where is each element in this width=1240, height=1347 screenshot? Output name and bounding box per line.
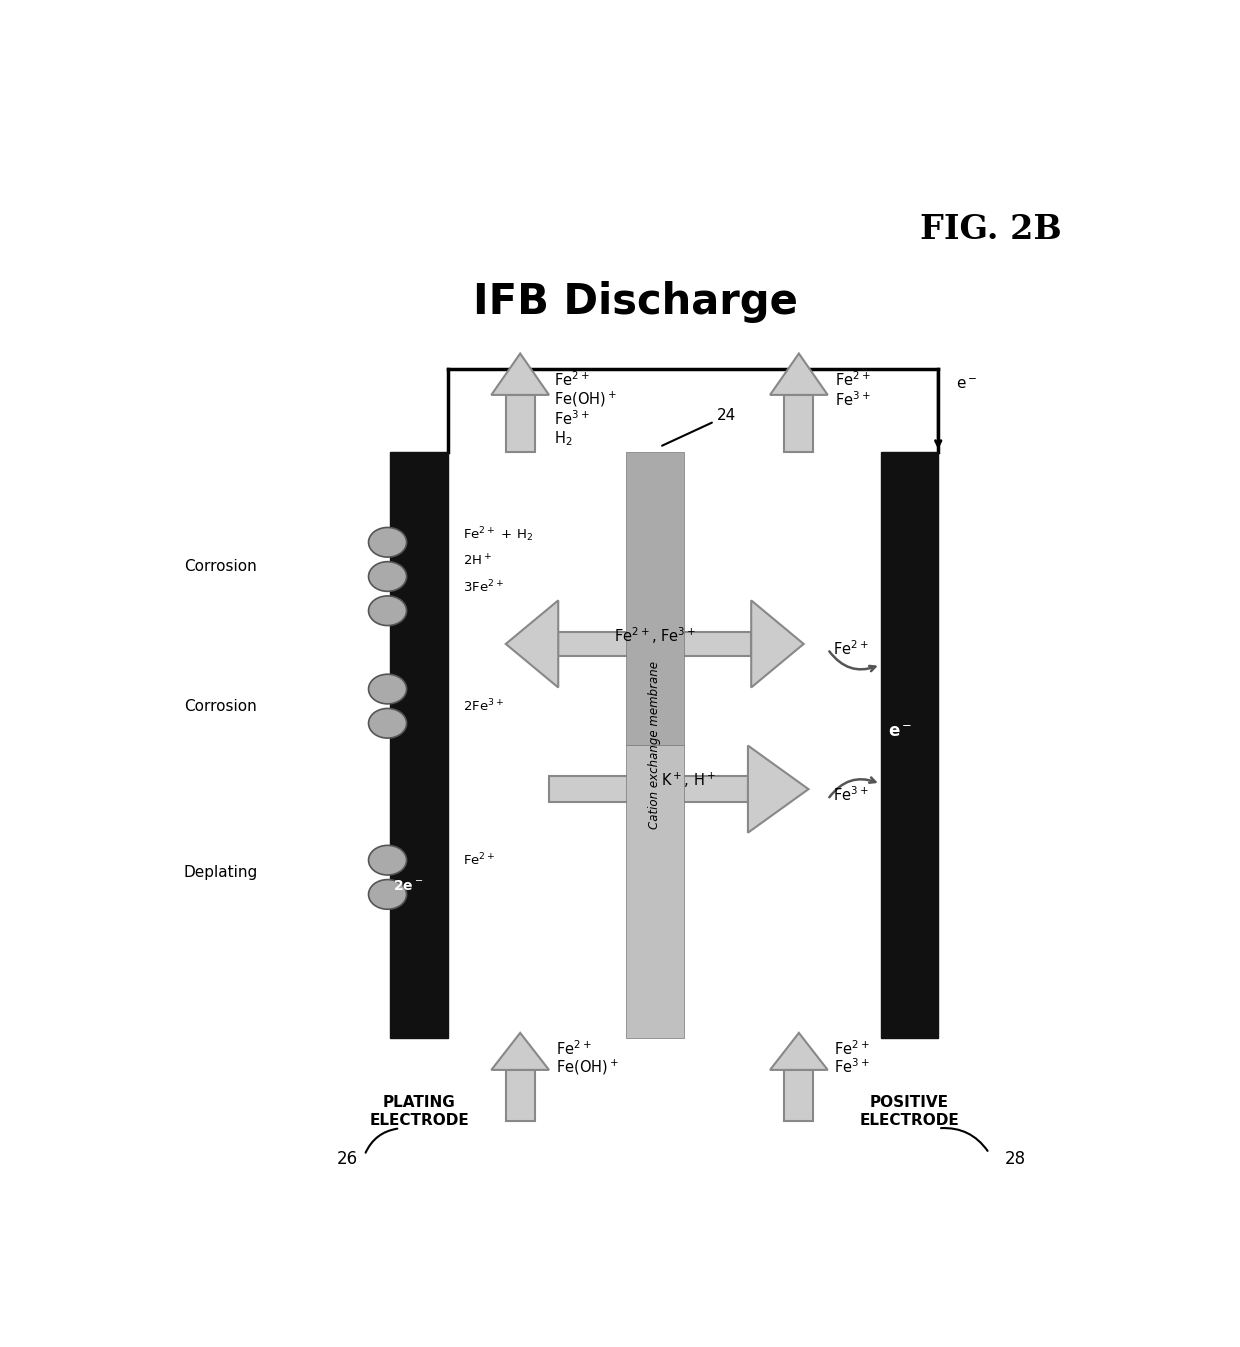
Text: Fe$^{2+}$: Fe$^{2+}$ — [832, 640, 868, 659]
Text: PLATING
ELECTRODE: PLATING ELECTRODE — [370, 1095, 469, 1127]
Text: FIG. 2B: FIG. 2B — [920, 213, 1061, 245]
Polygon shape — [770, 1033, 828, 1070]
Polygon shape — [491, 353, 549, 395]
Text: 2Fe$^{3+}$: 2Fe$^{3+}$ — [463, 698, 503, 714]
Bar — [785, 395, 813, 453]
Text: IFB Discharge: IFB Discharge — [474, 280, 797, 323]
Ellipse shape — [368, 675, 407, 704]
Bar — [506, 395, 534, 453]
Polygon shape — [506, 601, 558, 687]
Text: Fe(OH)$^+$: Fe(OH)$^+$ — [554, 389, 616, 408]
Text: Fe$^{2+}$: Fe$^{2+}$ — [554, 370, 589, 389]
Text: Fe$^{3+}$: Fe$^{3+}$ — [554, 409, 589, 428]
Ellipse shape — [368, 595, 407, 625]
Text: H$_2$: H$_2$ — [554, 430, 573, 449]
Text: 3Fe$^{2+}$: 3Fe$^{2+}$ — [463, 579, 503, 595]
Polygon shape — [770, 353, 828, 395]
Text: Fe$^{3+}$: Fe$^{3+}$ — [836, 389, 870, 408]
Bar — [626, 453, 683, 745]
Text: Corrosion: Corrosion — [184, 559, 257, 574]
Text: Fe$^{2+}$, Fe$^{3+}$: Fe$^{2+}$, Fe$^{3+}$ — [614, 625, 696, 647]
Bar — [558, 632, 751, 656]
Text: POSITIVE
ELECTRODE: POSITIVE ELECTRODE — [859, 1095, 960, 1127]
Text: Fe$^{2+}$: Fe$^{2+}$ — [556, 1039, 591, 1057]
Bar — [785, 1070, 813, 1121]
Ellipse shape — [368, 562, 407, 591]
Text: 28: 28 — [1004, 1150, 1025, 1168]
Ellipse shape — [368, 880, 407, 909]
Bar — [549, 776, 748, 803]
Bar — [880, 453, 939, 1039]
Text: Fe$^{2+}$ + H$_2$: Fe$^{2+}$ + H$_2$ — [463, 525, 532, 544]
Text: e$^-$: e$^-$ — [956, 377, 977, 392]
Text: K$^+$, H$^+$: K$^+$, H$^+$ — [661, 772, 715, 791]
Text: Fe$^{2+}$: Fe$^{2+}$ — [463, 851, 495, 867]
Bar — [626, 745, 683, 1039]
Polygon shape — [751, 601, 804, 687]
Polygon shape — [491, 1033, 549, 1070]
Bar — [506, 1070, 534, 1121]
Text: Fe$^{2+}$: Fe$^{2+}$ — [835, 1039, 870, 1057]
Text: Fe$^{3+}$: Fe$^{3+}$ — [832, 785, 868, 804]
Ellipse shape — [368, 709, 407, 738]
Text: 2H$^+$: 2H$^+$ — [463, 554, 491, 568]
Text: Fe$^{3+}$: Fe$^{3+}$ — [835, 1057, 870, 1076]
Ellipse shape — [368, 528, 407, 558]
Text: Corrosion: Corrosion — [184, 699, 257, 714]
Text: 24: 24 — [662, 408, 737, 446]
Bar — [391, 453, 448, 1039]
Text: Deplating: Deplating — [184, 865, 258, 880]
Text: Fe$^{2+}$: Fe$^{2+}$ — [836, 370, 870, 389]
Ellipse shape — [368, 846, 407, 876]
Text: 2e$^-$: 2e$^-$ — [393, 878, 424, 893]
Polygon shape — [748, 746, 808, 832]
Text: e$^-$: e$^-$ — [888, 723, 913, 741]
Text: Fe(OH)$^+$: Fe(OH)$^+$ — [556, 1057, 619, 1076]
Text: Cation exchange membrane: Cation exchange membrane — [649, 661, 661, 828]
Text: 26: 26 — [336, 1150, 358, 1168]
